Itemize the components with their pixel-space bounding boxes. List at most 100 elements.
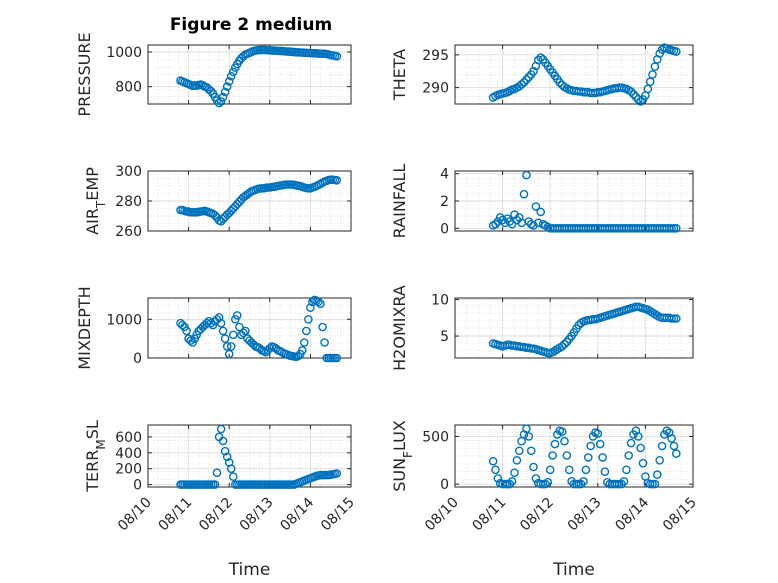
data-point — [218, 436, 228, 446]
data-point — [515, 213, 524, 222]
data-point — [210, 480, 220, 489]
data-point — [579, 476, 588, 486]
y-axis-label: AIRTEMP — [83, 167, 108, 235]
subplot-1: 800 1000 PRESSURE — [75, 32, 352, 117]
data-point — [555, 78, 565, 87]
data-point — [524, 432, 534, 441]
axes-box — [147, 44, 352, 105]
y-tick-label: 600 — [115, 430, 142, 446]
data-point — [186, 336, 195, 345]
data-point — [178, 320, 187, 330]
data-point — [593, 429, 603, 438]
data-point — [562, 451, 572, 460]
data-point — [332, 52, 342, 61]
data-point — [550, 439, 560, 449]
y-tick-label: 300 — [115, 164, 142, 180]
data-point — [226, 342, 236, 351]
data-point — [636, 97, 645, 106]
x-axis-label: Time — [228, 560, 271, 580]
data-point — [581, 465, 591, 475]
data-point — [228, 472, 238, 482]
data-point — [529, 66, 538, 76]
data-point — [304, 314, 313, 324]
data-point — [332, 175, 342, 185]
y-tick-label: 280 — [115, 194, 142, 210]
data-point — [529, 462, 538, 472]
data-point — [306, 303, 315, 313]
x-tick-label: 08/11 — [470, 495, 510, 535]
data-point — [512, 455, 522, 465]
y-axis-label: SUNFLUX — [390, 420, 415, 492]
data-point — [650, 62, 660, 71]
y-axis-label: MIXDEPTH — [75, 286, 94, 369]
data-point — [222, 82, 232, 91]
data-point — [182, 326, 191, 336]
data-point — [216, 97, 226, 106]
axes-box — [454, 297, 694, 359]
data-point — [218, 92, 228, 102]
data-point — [536, 207, 546, 217]
figure-title: Figure 2 medium — [170, 15, 332, 35]
data-point — [636, 443, 645, 453]
data-point — [655, 455, 665, 465]
x-tick-label: 08/13 — [237, 495, 277, 535]
data-point — [586, 441, 596, 451]
data-point — [653, 470, 662, 479]
data-point — [598, 453, 607, 462]
data-point — [212, 468, 222, 478]
data-point — [299, 338, 309, 347]
data-point — [672, 449, 681, 458]
data-point — [314, 297, 323, 307]
data-point — [265, 343, 275, 353]
data-point — [332, 353, 342, 363]
data-point — [667, 434, 676, 443]
data-point — [214, 98, 224, 108]
data-point — [198, 81, 208, 90]
x-tick-label: 08/10 — [422, 495, 462, 535]
data-point — [657, 441, 667, 451]
y-axis-label: PRESSURE — [75, 32, 94, 116]
data-point — [218, 326, 228, 336]
series-markers — [176, 295, 342, 363]
data-point — [631, 92, 641, 102]
y-tick-label: 1000 — [106, 312, 142, 328]
data-point — [634, 95, 643, 104]
y-tick-label: 2 — [440, 194, 449, 210]
data-point — [320, 338, 329, 347]
data-point — [572, 479, 581, 489]
y-axis-label: H2OMIXRA — [390, 285, 409, 371]
y-tick-label: 0 — [440, 221, 449, 237]
y-tick-label: 0 — [133, 478, 142, 494]
data-point — [564, 465, 574, 475]
x-tick-label: 08/14 — [612, 494, 652, 534]
subplot-2: 290 295 THETA — [390, 43, 694, 106]
data-point — [643, 84, 653, 94]
y-tick-label: 1000 — [106, 45, 142, 61]
data-point — [241, 326, 250, 336]
y-axis-label: TERRMSL — [83, 420, 108, 493]
data-point — [534, 218, 543, 228]
data-point — [584, 453, 593, 462]
data-point — [507, 476, 517, 486]
data-point — [541, 479, 550, 489]
data-point — [293, 351, 303, 361]
data-point — [522, 75, 531, 84]
data-point — [560, 436, 569, 446]
data-point — [239, 328, 248, 338]
subplot-6: 5 10 H2OMIXRA — [390, 285, 694, 371]
data-point — [232, 311, 242, 320]
series-markers — [176, 45, 342, 108]
series-markers — [488, 170, 681, 233]
data-point — [301, 326, 311, 336]
axes-box — [454, 44, 694, 105]
grid — [147, 425, 352, 487]
series-markers — [488, 424, 681, 489]
data-point — [297, 345, 307, 355]
data-point — [638, 458, 648, 468]
x-tick-label: 08/12 — [517, 495, 557, 535]
data-point — [510, 468, 519, 478]
data-point — [672, 314, 681, 323]
data-point — [534, 55, 543, 65]
